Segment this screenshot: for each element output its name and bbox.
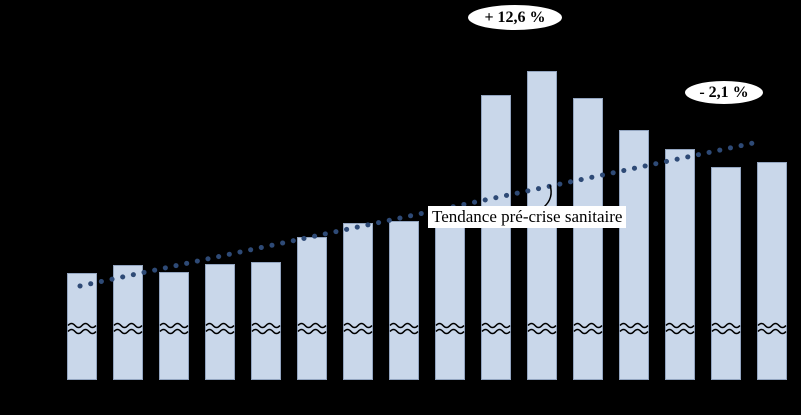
axis-break-icon xyxy=(67,322,97,335)
axis-break-icon xyxy=(343,322,373,335)
bar xyxy=(757,162,787,380)
axis-break-icon xyxy=(527,322,557,335)
axis-break-icon xyxy=(573,322,603,335)
axis-break-icon xyxy=(297,322,327,335)
bar xyxy=(67,273,97,380)
axis-break-icon xyxy=(251,322,281,335)
axis-break-icon xyxy=(435,322,465,335)
bar xyxy=(711,167,741,380)
axis-break-icon xyxy=(113,322,143,335)
axis-break-icon xyxy=(619,322,649,335)
axis-break-icon xyxy=(205,322,235,335)
trend-dotted-line xyxy=(77,139,761,289)
annotation-peak: + 12,6 % xyxy=(466,3,564,32)
bar xyxy=(435,219,465,380)
trend-label: Tendance pré-crise sanitaire xyxy=(428,206,627,228)
axis-break-icon xyxy=(481,322,511,335)
bar xyxy=(481,95,511,380)
bar xyxy=(389,221,419,380)
axis-break-icon xyxy=(757,322,787,335)
trend-callout-line xyxy=(543,184,552,208)
annotation-end-text: - 2,1 % xyxy=(699,83,749,101)
axis-break-icon xyxy=(389,322,419,335)
axis-break-icon xyxy=(159,322,189,335)
axis-break-icon xyxy=(711,322,741,335)
bar xyxy=(159,272,189,380)
bar xyxy=(665,149,695,380)
bar xyxy=(297,237,327,380)
annotation-end: - 2,1 % xyxy=(683,79,765,106)
annotation-peak-text: + 12,6 % xyxy=(484,8,546,26)
bar xyxy=(205,264,235,380)
bar xyxy=(573,98,603,380)
axis-break-icon xyxy=(665,322,695,335)
bar xyxy=(113,265,143,380)
bar xyxy=(343,223,373,380)
bar xyxy=(251,262,281,380)
